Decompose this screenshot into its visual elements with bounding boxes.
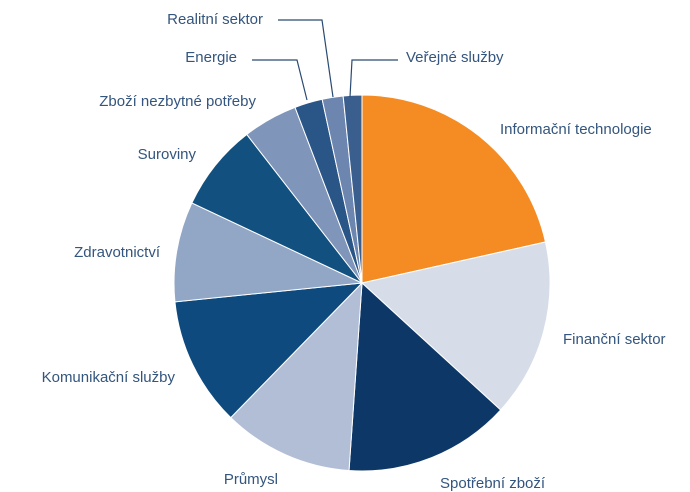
pie bbox=[173, 94, 551, 472]
slice-label: Energie bbox=[185, 49, 237, 66]
leader-line bbox=[252, 59, 308, 101]
slice-label: Suroviny bbox=[138, 146, 197, 163]
slice-label: Finanční sektor bbox=[563, 331, 666, 348]
slice bbox=[174, 282, 364, 419]
slice bbox=[348, 281, 502, 472]
slice bbox=[342, 94, 363, 284]
slice-label: Spotřební zboží bbox=[440, 475, 546, 492]
slice-label: Průmysl bbox=[224, 471, 278, 488]
slice bbox=[230, 281, 363, 472]
slice bbox=[361, 94, 547, 284]
slice-label: Zboží nezbytné potřeby bbox=[99, 93, 256, 110]
leader-line bbox=[278, 19, 334, 98]
slice-label: Zdravotnictví bbox=[74, 244, 161, 261]
slice-label: Veřejné služby bbox=[406, 49, 504, 66]
slice bbox=[360, 241, 551, 411]
leader-line bbox=[349, 59, 398, 98]
slice bbox=[173, 202, 364, 303]
slice-label: Komunikační služby bbox=[42, 369, 176, 386]
slice-label: Informační technologie bbox=[500, 121, 652, 138]
slice-label: Realitní sektor bbox=[167, 11, 263, 28]
